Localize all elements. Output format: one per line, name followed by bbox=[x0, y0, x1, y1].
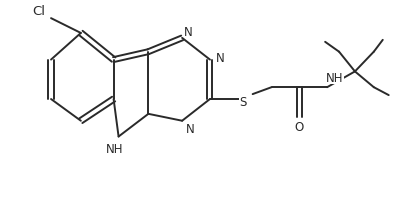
Text: N: N bbox=[184, 26, 192, 39]
Text: Cl: Cl bbox=[33, 5, 46, 18]
Text: N: N bbox=[215, 52, 224, 65]
Text: NH: NH bbox=[106, 142, 123, 155]
Text: S: S bbox=[239, 95, 246, 108]
Text: NH: NH bbox=[326, 71, 344, 84]
Text: N: N bbox=[186, 123, 194, 135]
Text: O: O bbox=[295, 121, 304, 133]
